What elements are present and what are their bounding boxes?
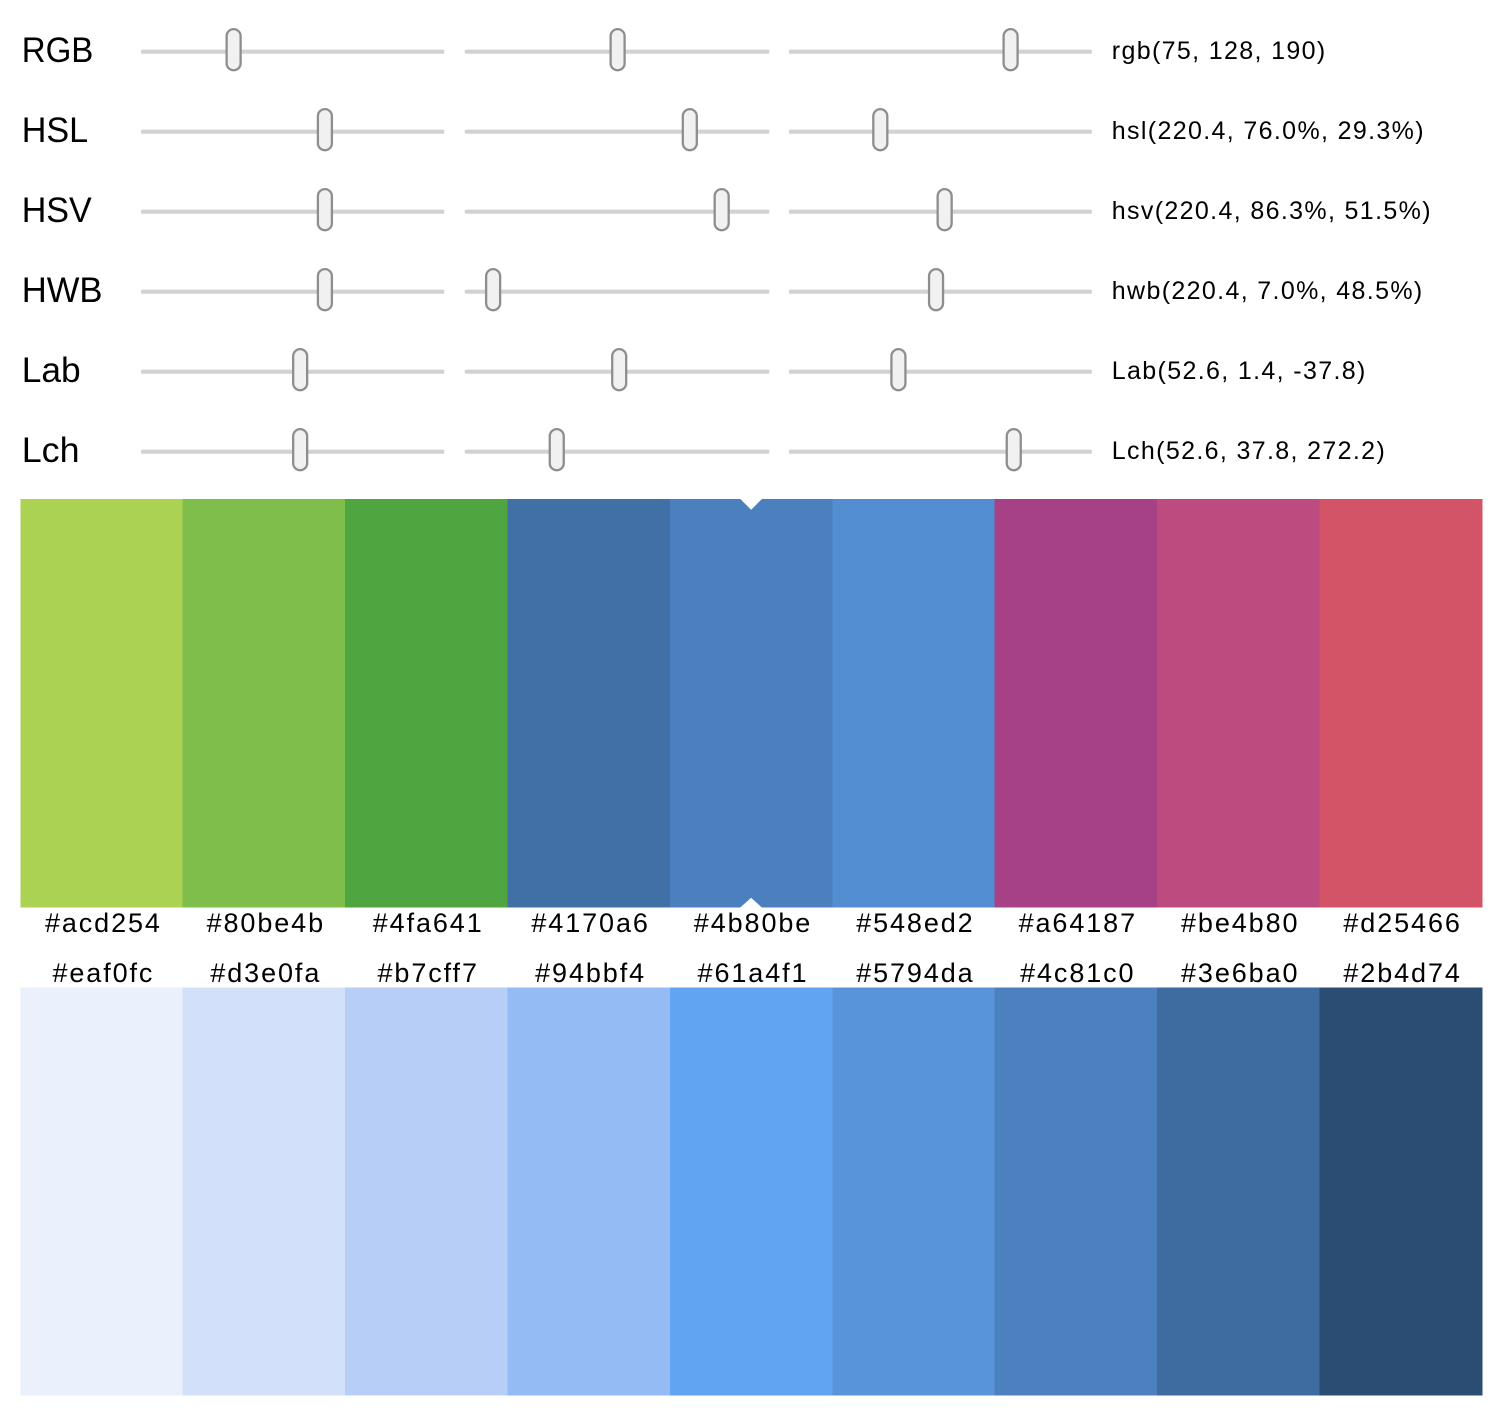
svg-text:#548ed2: #548ed2 xyxy=(856,908,974,938)
svg-text:Lab: Lab xyxy=(22,351,81,390)
svg-text:rgb(75, 128, 190): rgb(75, 128, 190) xyxy=(1112,37,1327,65)
svg-text:hsv(220.4, 86.3%, 51.5%): hsv(220.4, 86.3%, 51.5%) xyxy=(1112,197,1432,225)
svg-text:#a64187: #a64187 xyxy=(1019,908,1137,938)
svg-text:Lch(52.6, 37.8, 272.2): Lch(52.6, 37.8, 272.2) xyxy=(1112,437,1386,465)
svg-text:#4fa641: #4fa641 xyxy=(373,908,484,938)
svg-text:Lch: Lch xyxy=(22,430,80,470)
svg-text:#be4b80: #be4b80 xyxy=(1181,908,1299,938)
svg-text:#5794da: #5794da xyxy=(856,958,974,988)
svg-text:#61a4f1: #61a4f1 xyxy=(698,958,809,988)
svg-text:HWB: HWB xyxy=(22,271,103,310)
svg-text:hsl(220.4, 76.0%, 29.3%): hsl(220.4, 76.0%, 29.3%) xyxy=(1112,117,1425,145)
svg-text:#3e6ba0: #3e6ba0 xyxy=(1181,958,1299,988)
svg-text:#4c81c0: #4c81c0 xyxy=(1020,958,1135,988)
svg-text:#eaf0fc: #eaf0fc xyxy=(52,958,154,988)
svg-text:#80be4b: #80be4b xyxy=(207,908,325,938)
svg-text:Lab(52.6, 1.4, -37.8): Lab(52.6, 1.4, -37.8) xyxy=(1112,357,1367,385)
svg-text:HSL: HSL xyxy=(22,112,88,150)
svg-text:HSV: HSV xyxy=(22,192,92,231)
svg-text:#2b4d74: #2b4d74 xyxy=(1343,958,1461,988)
svg-text:#94bbf4: #94bbf4 xyxy=(535,958,646,988)
svg-text:#d25466: #d25466 xyxy=(1343,908,1461,938)
svg-text:RGB: RGB xyxy=(22,31,94,70)
svg-text:#4170a6: #4170a6 xyxy=(531,908,649,938)
svg-text:#4b80be: #4b80be xyxy=(694,908,812,938)
svg-text:#acd254: #acd254 xyxy=(45,908,162,938)
svg-text:hwb(220.4, 7.0%, 48.5%): hwb(220.4, 7.0%, 48.5%) xyxy=(1112,277,1424,305)
svg-text:#b7cff7: #b7cff7 xyxy=(378,958,479,988)
svg-text:#d3e0fa: #d3e0fa xyxy=(210,958,321,988)
